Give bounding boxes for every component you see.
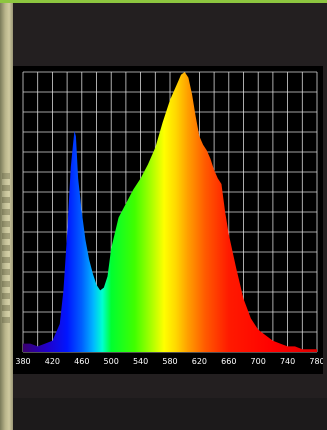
spectrum-chart-svg: 380 420 460 500 540 580 620 660 700 740 780	[15, 71, 323, 366]
x-tick-label: 380	[15, 357, 30, 366]
x-tick-label: 500	[104, 357, 119, 366]
x-tick-label: 460	[74, 357, 89, 366]
x-tick-label: 780	[309, 357, 323, 366]
spectrum-area-layer	[23, 72, 317, 352]
x-tick-label: 540	[133, 357, 148, 366]
left-photo-strip	[0, 3, 13, 430]
bottom-dark-band	[13, 398, 327, 430]
x-tick-labels: 380 420 460 500 540 580 620 660 700 740 780	[15, 357, 323, 366]
top-accent-bar	[0, 0, 327, 3]
x-tick-label: 580	[162, 357, 177, 366]
spectrum-area	[23, 72, 317, 352]
x-tick-label: 700	[251, 357, 266, 366]
x-tick-label: 420	[45, 357, 60, 366]
x-tick-label: 660	[221, 357, 236, 366]
x-tick-label: 620	[192, 357, 207, 366]
spectrum-chart: 380 420 460 500 540 580 620 660 700 740 780	[13, 66, 323, 374]
x-tick-label: 740	[280, 357, 295, 366]
